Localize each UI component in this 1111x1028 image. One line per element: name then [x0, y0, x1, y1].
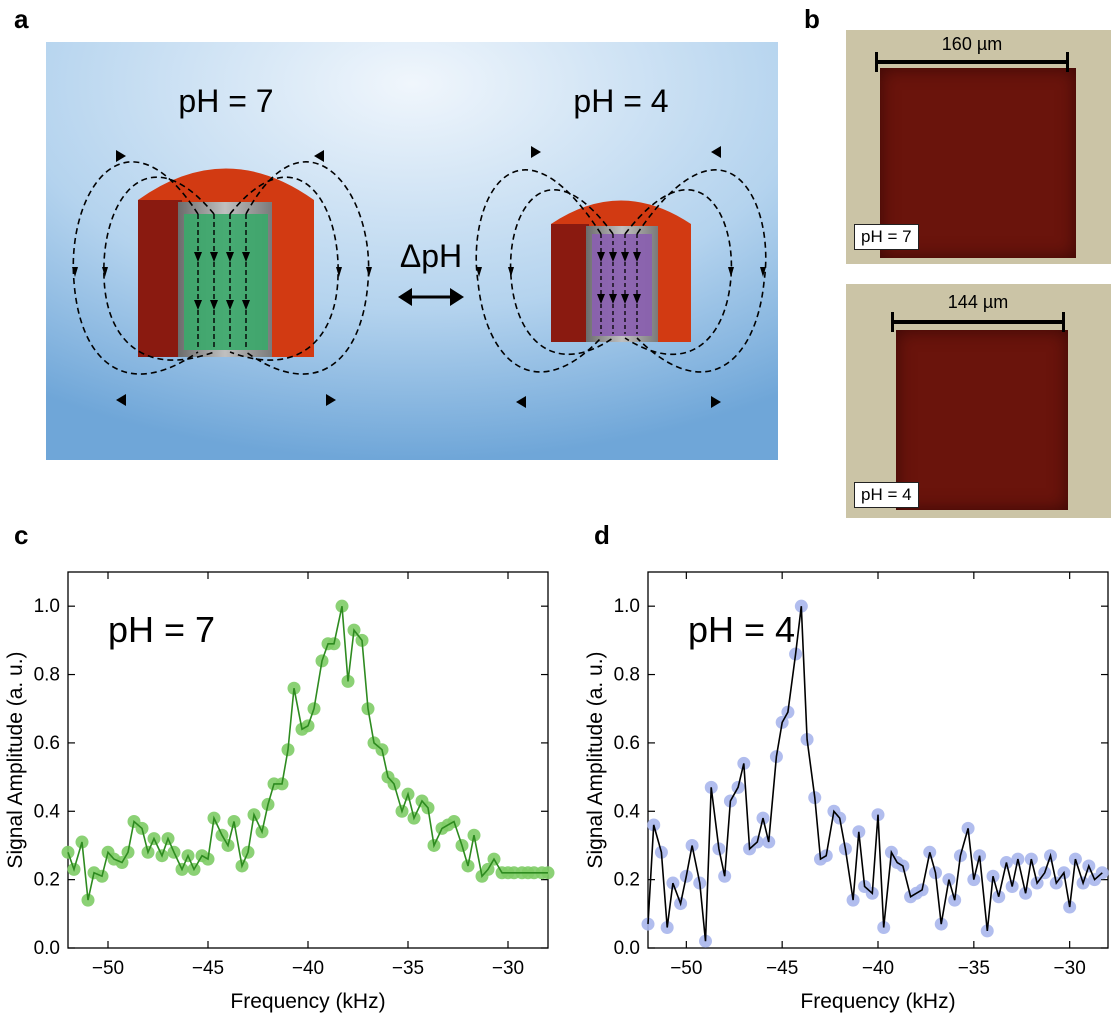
- double-arrow-icon: [398, 288, 464, 306]
- magnet-ph7: [72, 150, 372, 406]
- panel-label-d: d: [594, 520, 610, 550]
- panel-label-c: c: [14, 520, 29, 550]
- x-tick-label: −45: [766, 958, 798, 979]
- micrograph-ph7: 160 µm pH = 7: [846, 30, 1111, 264]
- series-line: [67, 606, 548, 901]
- micrograph-ph4: 144 µm pH = 4: [846, 284, 1111, 518]
- data-point: [61, 845, 75, 859]
- y-tick-label: 0.2: [34, 870, 60, 891]
- magnet-ph4: [475, 146, 767, 408]
- y-tick-label: 0.0: [614, 938, 640, 959]
- x-tick-label: −50: [670, 958, 702, 979]
- y-axis-label: Signal Amplitude (a. u.): [4, 651, 27, 868]
- panel-label-b: b: [804, 4, 820, 34]
- x-tick-label: −45: [192, 958, 224, 979]
- micrograph-label: pH = 7: [854, 224, 919, 250]
- chart-annotation: pH = 4: [688, 609, 795, 650]
- y-axis-label: Signal Amplitude (a. u.): [584, 651, 607, 868]
- chart-ph7: −50 −45 −40 −35 −30 0.0 0.2 0.4 0.6 0.8 1.0 Frequen…: [4, 571, 555, 1013]
- x-tick-label: −40: [862, 958, 894, 979]
- scale-bar: [875, 52, 1069, 72]
- y-tick-label: 0.4: [34, 801, 61, 822]
- y-tick-label: 1.0: [34, 596, 60, 617]
- y-tick-label: 0.8: [34, 665, 60, 686]
- y-tick-label: 0.4: [614, 801, 641, 822]
- y-tick-label: 0.8: [614, 665, 640, 686]
- scale-label: 160 µm: [941, 34, 1003, 54]
- schematic-label-delta: ΔpH: [400, 238, 462, 274]
- micrograph-label: pH = 4: [854, 482, 919, 508]
- panel-label-a: a: [14, 4, 29, 34]
- schematic-diagram: pH = 7 pH = 4 ΔpH: [46, 42, 778, 460]
- schematic-label-ph7: pH = 7: [178, 83, 273, 119]
- data-markers: [641, 599, 1109, 948]
- chart-ph4: −50 −45 −40 −35 −30 0.0 0.2 0.4 0.6 0.8 1.0 Frequen…: [584, 571, 1109, 1013]
- micrograph-sample: [896, 330, 1068, 510]
- x-tick-label: −50: [92, 958, 124, 979]
- y-tick-label: 1.0: [614, 596, 640, 617]
- series-line: [647, 606, 1103, 942]
- schematic-label-ph4: pH = 4: [573, 83, 668, 119]
- y-tick-label: 0.0: [34, 938, 60, 959]
- scale-bar: [891, 312, 1065, 332]
- scale-label: 144 µm: [947, 292, 1009, 312]
- x-tick-label: −40: [292, 958, 324, 979]
- x-tick-label: −30: [1054, 958, 1086, 979]
- x-axis-label: Frequency (kHz): [800, 990, 955, 1013]
- y-tick-label: 0.6: [34, 733, 60, 754]
- x-tick-label: −35: [958, 958, 990, 979]
- x-tick-label: −35: [392, 958, 424, 979]
- chart-annotation: pH = 7: [108, 609, 215, 650]
- y-tick-label: 0.6: [614, 733, 640, 754]
- x-tick-label: −30: [492, 958, 524, 979]
- x-axis-label: Frequency (kHz): [230, 990, 385, 1013]
- y-tick-label: 0.2: [614, 870, 640, 891]
